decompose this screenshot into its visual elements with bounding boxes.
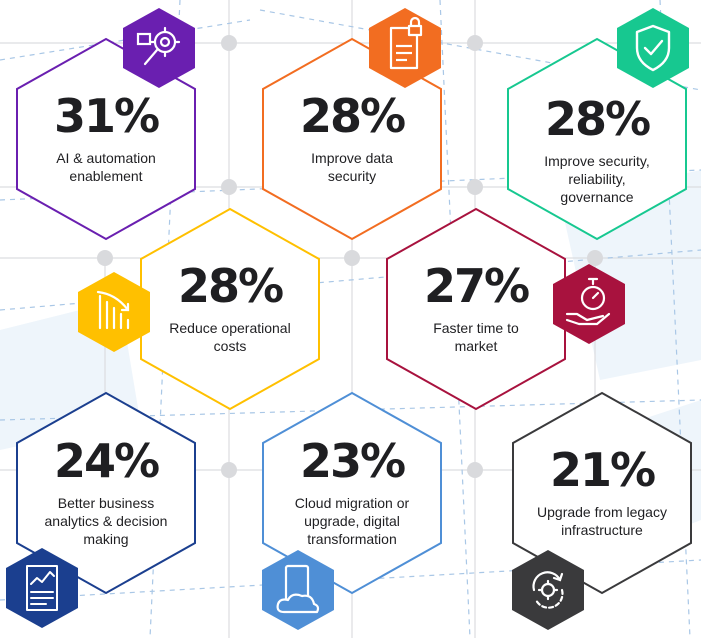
secure-document-icon	[369, 8, 441, 93]
shield-check-icon	[617, 8, 689, 93]
analytics-report-icon	[6, 548, 78, 633]
stat-value: 28%	[544, 92, 651, 146]
stat-hexagon-data-security: 28% Improve data security	[262, 37, 442, 241]
hexagon-outline	[16, 391, 196, 595]
stat-hexagon-cloud-migration: 23% Cloud migration or upgrade, digital …	[262, 391, 442, 595]
hexagon-outline	[16, 37, 196, 241]
stat-hexagon-reduce-costs: 28% Reduce operational costs	[140, 207, 320, 411]
stat-value: 24%	[53, 434, 160, 488]
stat-hexagon-analytics: 24% Better business analytics & decision…	[16, 391, 196, 595]
hexagon-outline	[386, 207, 566, 411]
stat-hexagon-ai-automation: 31% AI & automation enablement	[16, 37, 196, 241]
stat-value: 23%	[299, 434, 406, 488]
hand-stopwatch-icon	[553, 264, 625, 349]
hexagon-outline	[262, 37, 442, 241]
hexagon-outline	[512, 391, 692, 595]
stat-value: 27%	[423, 259, 530, 313]
search-gear-icon	[123, 8, 195, 93]
cloud-device-icon	[262, 550, 334, 635]
stat-value: 28%	[177, 259, 284, 313]
hexagon-outline	[140, 207, 320, 411]
hexagon-outline	[262, 391, 442, 595]
stat-hexagon-faster-time: 27% Faster time to market	[386, 207, 566, 411]
stat-label: AI & automation enablement	[56, 150, 156, 184]
stat-label: Better business analytics & decision mak…	[44, 495, 168, 547]
stat-label: Faster time to market	[433, 320, 519, 354]
stat-label: Improve security, reliability, governanc…	[544, 153, 650, 205]
stat-label: Improve data security	[311, 150, 393, 184]
hexagon-outline	[507, 37, 687, 241]
stat-label: Cloud migration or upgrade, digital tran…	[294, 495, 410, 547]
stat-label: Upgrade from legacy infrastructure	[537, 504, 667, 538]
declining-bars-icon	[78, 272, 150, 357]
stat-value: 21%	[549, 443, 656, 497]
stat-label: Reduce operational costs	[169, 320, 291, 354]
stat-hexagon-security-governance: 28% Improve security, reliability, gover…	[507, 37, 687, 241]
stat-value: 28%	[299, 89, 406, 143]
stat-value: 31%	[53, 89, 160, 143]
stat-hexagon-legacy-upgrade: 21% Upgrade from legacy infrastructure	[512, 391, 692, 595]
gear-refresh-icon	[512, 550, 584, 635]
